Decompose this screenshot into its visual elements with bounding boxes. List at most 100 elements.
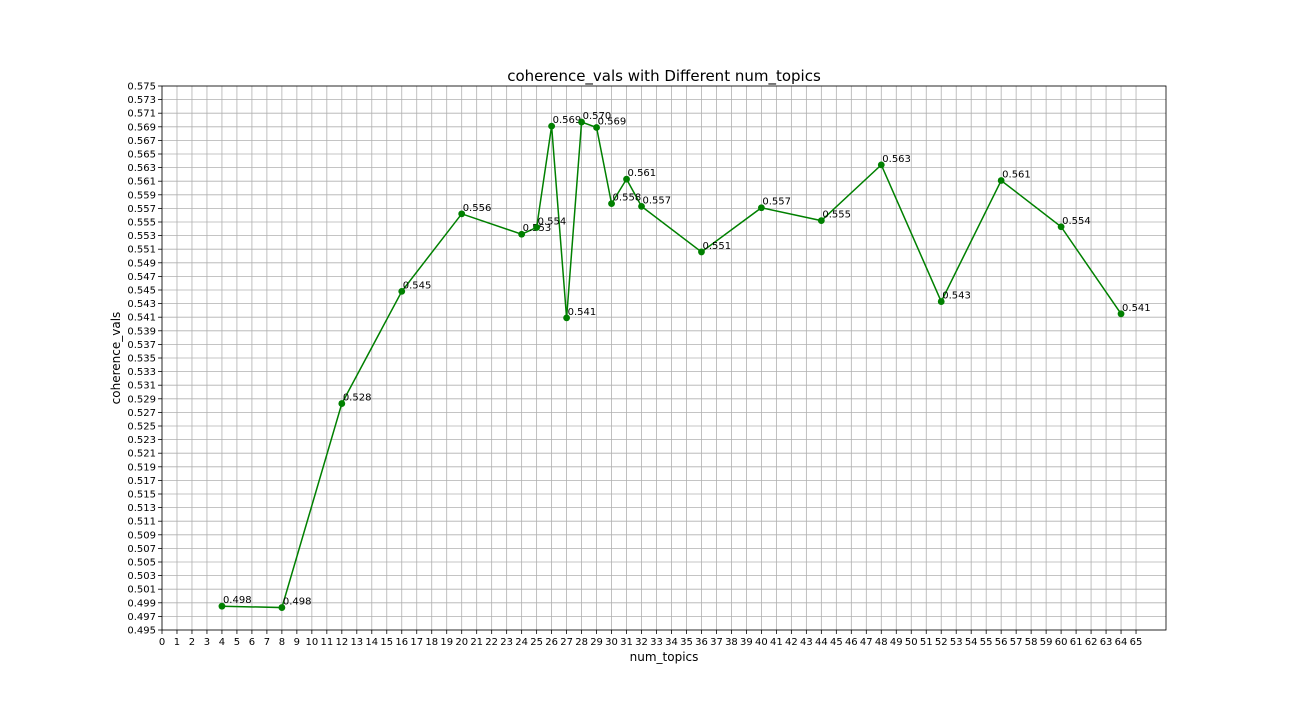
x-tick-label: 16	[395, 637, 408, 648]
x-tick-label: 52	[935, 637, 948, 648]
y-tick-label: 0.545	[127, 286, 156, 297]
y-tick-label: 0.509	[127, 530, 156, 541]
data-point	[338, 400, 346, 407]
x-tick-label: 22	[485, 637, 498, 648]
data-label: 0.569	[553, 115, 582, 126]
y-axis-label: coherence_vals	[109, 312, 123, 405]
y-tick-label: 0.555	[127, 218, 156, 229]
x-tick-label: 45	[830, 637, 843, 648]
y-tick-label: 0.523	[127, 435, 156, 446]
y-tick-label: 0.563	[127, 163, 156, 174]
x-tick-label: 58	[1025, 637, 1038, 648]
x-tick-label: 59	[1040, 637, 1053, 648]
y-tick-label: 0.547	[127, 272, 156, 283]
y-tick-label: 0.513	[127, 503, 156, 514]
data-point	[563, 314, 570, 322]
x-tick-label: 19	[440, 637, 453, 648]
x-tick-label: 49	[890, 637, 903, 648]
x-tick-label: 46	[845, 637, 858, 648]
y-tick-label: 0.553	[127, 231, 156, 242]
data-label: 0.541	[568, 307, 597, 318]
x-tick-label: 7	[264, 637, 270, 648]
y-tick-label: 0.517	[127, 476, 156, 487]
x-tick-label: 3	[204, 637, 210, 648]
x-tick-label: 1	[174, 637, 180, 648]
data-point	[548, 122, 556, 130]
x-tick-label: 60	[1055, 637, 1068, 648]
x-tick-label: 34	[665, 637, 678, 648]
data-label: 0.561	[628, 168, 657, 179]
y-tick-label: 0.557	[127, 204, 156, 215]
data-point	[578, 118, 585, 126]
x-tick-label: 24	[515, 637, 528, 648]
x-tick-label: 47	[860, 637, 873, 648]
y-tick-label: 0.511	[127, 517, 156, 528]
y-tick-label: 0.569	[127, 122, 156, 133]
x-tick-label: 25	[530, 637, 543, 648]
data-label: 0.498	[283, 597, 312, 608]
data-point	[278, 604, 286, 611]
x-tick-label: 33	[650, 637, 663, 648]
data-label: 0.556	[463, 203, 492, 214]
data-point	[698, 248, 705, 256]
x-tick-label: 12	[335, 637, 348, 648]
y-tick-label: 0.515	[127, 490, 156, 501]
data-point	[398, 287, 406, 295]
x-tick-label: 63	[1100, 637, 1113, 648]
x-tick-label: 51	[920, 637, 933, 648]
y-tick-label: 0.501	[127, 585, 156, 596]
data-point	[518, 230, 526, 238]
x-tick-label: 0	[159, 637, 165, 648]
data-label: 0.557	[762, 197, 791, 208]
data-label: 0.557	[643, 195, 672, 206]
data-point	[997, 177, 1005, 184]
x-tick-label: 40	[755, 637, 768, 648]
x-tick-label: 32	[635, 637, 648, 648]
data-label: 0.561	[1002, 170, 1031, 181]
y-tick-label: 0.503	[127, 571, 156, 582]
x-tick-label: 9	[294, 637, 300, 648]
data-label: 0.554	[1062, 216, 1091, 227]
x-tick-label: 65	[1130, 637, 1143, 648]
x-tick-label: 48	[875, 637, 888, 648]
y-tick-label: 0.551	[127, 245, 156, 256]
x-tick-label: 57	[1010, 637, 1023, 648]
data-point	[877, 161, 885, 169]
data-point	[218, 602, 226, 610]
y-tick-label: 0.541	[127, 313, 156, 324]
y-tick-label: 0.537	[127, 340, 156, 351]
data-point	[1057, 223, 1065, 231]
x-tick-label: 27	[560, 637, 573, 648]
x-tick-label: 29	[590, 637, 603, 648]
x-axis-label: num_topics	[630, 650, 699, 664]
y-tick-label: 0.533	[127, 367, 156, 378]
x-tick-label: 2	[189, 637, 195, 648]
y-tick-label: 0.535	[127, 354, 156, 365]
x-tick-label: 56	[995, 637, 1008, 648]
x-tick-label: 55	[980, 637, 993, 648]
data-label: 0.563	[882, 154, 911, 165]
data-point	[638, 202, 645, 210]
x-tick-label: 50	[905, 637, 918, 648]
data-point	[533, 224, 541, 231]
y-tick-label: 0.575	[127, 82, 156, 93]
data-point	[937, 298, 945, 305]
x-tick-label: 43	[800, 637, 813, 648]
y-tick-label: 0.573	[127, 95, 156, 106]
x-tick-label: 42	[785, 637, 798, 648]
x-tick-label: 26	[545, 637, 558, 648]
series-group: 0.4980.4980.5280.5450.5560.5530.5540.569…	[218, 111, 1151, 611]
x-tick-label: 53	[950, 637, 963, 648]
y-tick-label: 0.527	[127, 408, 156, 419]
x-tick-label: 11	[320, 637, 333, 648]
data-label: 0.543	[942, 291, 971, 302]
axis-ticks: 0 1 2 3 4 5 6 7 8 9 10 11 12 13 14 15 16 17 18 19 20 21 22 23 24…	[127, 82, 1142, 649]
x-tick-label: 8	[279, 637, 285, 648]
y-tick-label: 0.549	[127, 258, 156, 269]
y-tick-label: 0.507	[127, 544, 156, 555]
y-tick-label: 0.499	[127, 598, 156, 609]
y-tick-label: 0.567	[127, 136, 156, 147]
data-label: 0.570	[583, 111, 612, 122]
